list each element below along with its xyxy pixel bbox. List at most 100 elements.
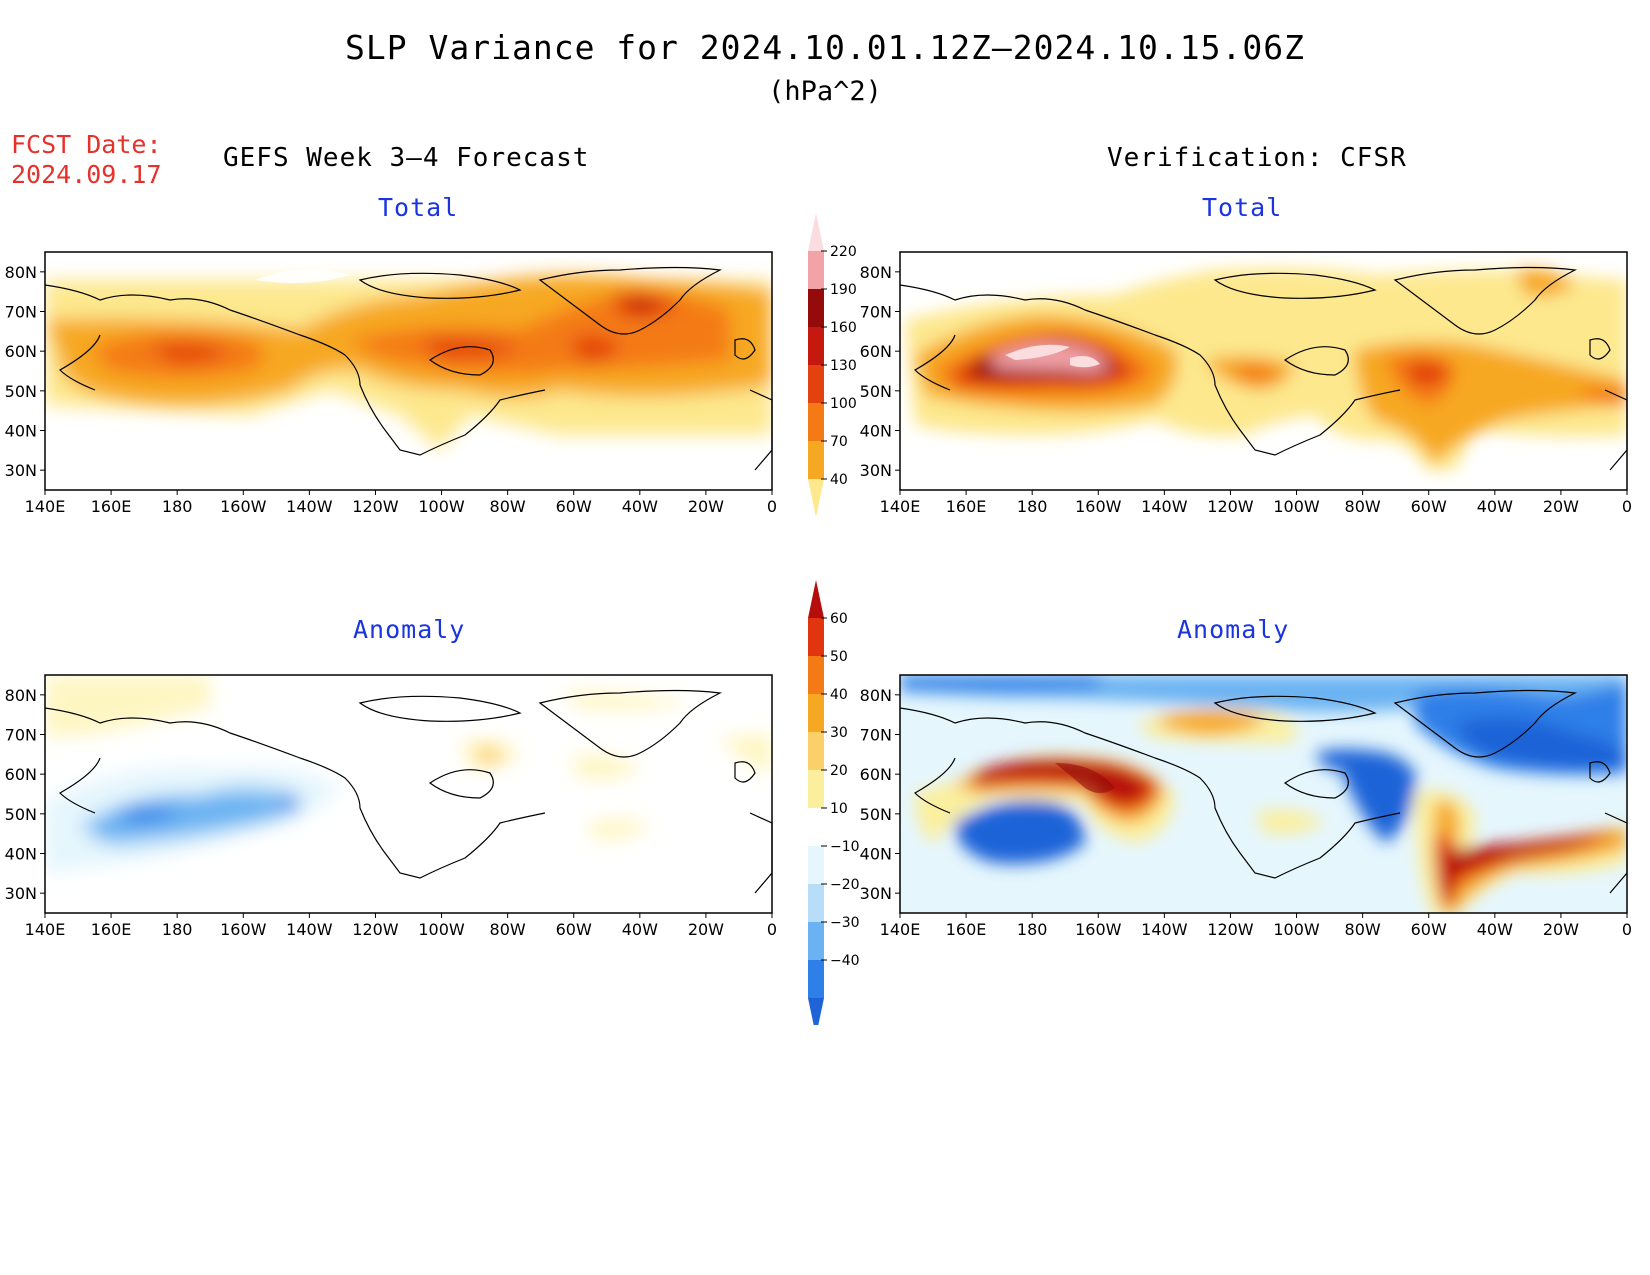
- contour-160: [625, 299, 660, 315]
- colorbar-level-label: −30: [830, 915, 860, 931]
- colorbar-swatch: [808, 656, 824, 694]
- lon-tick-label: 120W: [352, 497, 399, 516]
- colorbar-level-label: −10: [830, 839, 860, 855]
- coastlines: [44, 266, 773, 471]
- lon-tick-label: 140W: [1141, 920, 1188, 939]
- colorbar-swatch: [808, 327, 824, 365]
- colorbar-level-label: 40: [830, 687, 848, 703]
- lon-tick-label: 180: [162, 497, 193, 516]
- figure-units: (hPa^2): [768, 76, 882, 107]
- lon-tick-label: 140W: [286, 920, 333, 939]
- lon-tick-label: 20W: [1543, 920, 1579, 939]
- colorbar-level-label: 60: [830, 611, 848, 627]
- right-header: Verification: CFSR: [1107, 143, 1407, 173]
- colorbar-level-label: −20: [830, 877, 860, 893]
- lat-tick-label: 50N: [5, 382, 37, 401]
- lat-tick-label: 40N: [860, 845, 892, 864]
- colorbar-swatch: [808, 580, 824, 618]
- lon-tick-label: 20W: [688, 920, 724, 939]
- contour-100: [90, 290, 730, 378]
- lon-tick-label: 160E: [946, 920, 987, 939]
- lon-tick-label: 0: [1622, 920, 1632, 939]
- colorbar-swatch: [808, 732, 824, 770]
- lon-tick-label: 160W: [1075, 920, 1122, 939]
- colorbar-swatch: [808, 694, 824, 732]
- lon-tick-label: 40W: [1477, 497, 1513, 516]
- colorbar-level-label: 220: [830, 244, 857, 260]
- colorbar-level-label: 40: [830, 472, 848, 488]
- subtitle-fcst-total: Total: [378, 193, 459, 222]
- colorbar-swatch: [808, 289, 824, 327]
- lat-tick-label: 80N: [5, 263, 37, 282]
- map-panel-fcst-total: 140E 160E 180 160W 140W 120W 100W 80W 60W 40W 20W 0…: [5, 251, 777, 516]
- lon-tick-label: 180: [162, 920, 193, 939]
- colorbar-swatch: [808, 479, 824, 517]
- lat-tick-label: 70N: [860, 726, 892, 745]
- lat-tick-label: 50N: [860, 382, 892, 401]
- lon-tick-label: 160E: [91, 920, 132, 939]
- lon-tick-label: 0: [767, 920, 777, 939]
- contour-130: [150, 291, 680, 363]
- colorbar-level-label: 10: [830, 801, 848, 817]
- lon-tick-label: 80W: [1345, 920, 1381, 939]
- lat-tick-label: 60N: [5, 342, 37, 361]
- lon-tick-label: 40W: [622, 497, 658, 516]
- colorbar-swatch: [808, 884, 824, 922]
- colorbar-level-label: 160: [830, 320, 857, 336]
- colorbar-swatch: [808, 403, 824, 441]
- lon-tick-label: 40W: [1477, 920, 1513, 939]
- lat-tick-label: 60N: [860, 342, 892, 361]
- lon-tick-label: 140W: [1141, 497, 1188, 516]
- subtitle-verif-anomaly: Anomaly: [1177, 615, 1290, 644]
- lat-tick-label: 80N: [5, 686, 37, 705]
- lon-tick-label: 160E: [91, 497, 132, 516]
- lat-tick-label: 60N: [5, 765, 37, 784]
- subtitle-verif-total: Total: [1202, 193, 1283, 222]
- colorbar-swatch: [808, 251, 824, 289]
- lon-tick-label: 100W: [1273, 497, 1320, 516]
- colorbar-swatch: [808, 846, 824, 884]
- map-panel-verif-anomaly: 140E 160E 180 160W 140W 120W 100W 80W 60W 40W 20W 0…: [860, 674, 1632, 939]
- figure-title: SLP Variance for 2024.10.01.12Z–2024.10.…: [345, 28, 1305, 67]
- lon-tick-label: 140E: [25, 920, 66, 939]
- colorbar-level-label: 70: [830, 434, 848, 450]
- lon-tick-label: 100W: [418, 497, 465, 516]
- lat-tick-label: 30N: [860, 461, 892, 480]
- colorbar-swatch: [808, 441, 824, 479]
- lon-tick-label: 60W: [556, 497, 592, 516]
- lon-tick-label: 80W: [490, 497, 526, 516]
- lon-tick-label: 0: [767, 497, 777, 516]
- lon-tick-label: 160W: [220, 920, 267, 939]
- lat-tick-label: 80N: [860, 263, 892, 282]
- lon-tick-label: 60W: [556, 920, 592, 939]
- lat-tick-label: 60N: [860, 765, 892, 784]
- lat-tick-label: 80N: [860, 686, 892, 705]
- lon-tick-label: 0: [1622, 497, 1632, 516]
- colorbar-level-label: 130: [830, 358, 857, 374]
- lon-tick-label: 40W: [622, 920, 658, 939]
- colorbar-swatch: [808, 922, 824, 960]
- colorbar-swatch: [808, 770, 824, 808]
- lon-tick-label: 160W: [1075, 497, 1122, 516]
- colorbar-level-label: −40: [830, 953, 860, 969]
- subtitle-fcst-anomaly: Anomaly: [353, 615, 466, 644]
- lon-tick-label: 20W: [1543, 497, 1579, 516]
- lat-tick-label: 50N: [5, 805, 37, 824]
- colorbar-total: 220 190 160 130 100 70 40: [808, 213, 857, 517]
- colorbar-swatch: [808, 998, 824, 1025]
- colorbar-swatch: [808, 808, 824, 846]
- lon-tick-label: 120W: [352, 920, 399, 939]
- lat-tick-label: 70N: [5, 726, 37, 745]
- coastlines: [44, 689, 773, 894]
- lon-tick-label: 140E: [880, 920, 921, 939]
- map-panel-verif-total: 140E 160E 180 160W 140W 120W 100W 80W 60W 40W 20W 0…: [860, 251, 1632, 516]
- colorbar-level-label: 20: [830, 763, 848, 779]
- lat-tick-label: 50N: [860, 805, 892, 824]
- lon-tick-label: 80W: [1345, 497, 1381, 516]
- lon-tick-label: 140E: [880, 497, 921, 516]
- lat-tick-label: 70N: [5, 303, 37, 322]
- colorbar-swatch: [808, 213, 824, 251]
- coastlines: [899, 689, 1628, 894]
- lon-tick-label: 140E: [25, 497, 66, 516]
- lat-tick-label: 40N: [5, 845, 37, 864]
